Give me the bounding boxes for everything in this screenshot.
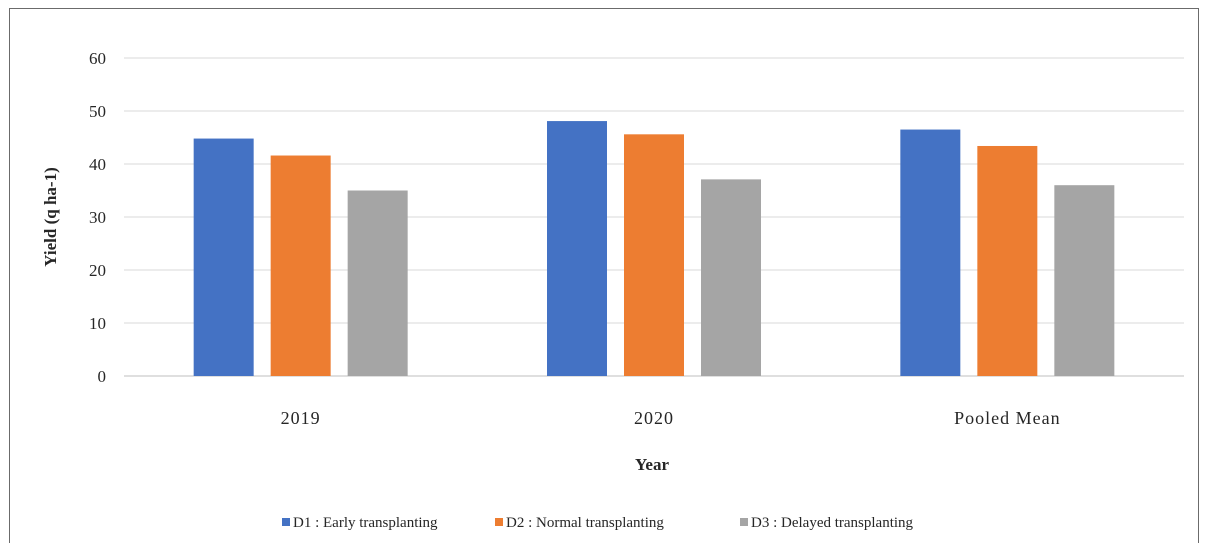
y-tick-label: 40 (89, 155, 106, 174)
legend-label: D1 : Early transplanting (293, 515, 438, 531)
legend-label: D2 : Normal transplanting (506, 515, 664, 531)
bar (1054, 185, 1115, 376)
y-tick-label: 60 (89, 49, 106, 68)
y-tick-label: 30 (89, 208, 106, 227)
bar (900, 129, 961, 376)
y-tick-label: 0 (98, 367, 107, 386)
legend-swatch (282, 518, 290, 526)
bar (193, 138, 254, 376)
bar (977, 145, 1038, 376)
x-axis-title: Year (635, 455, 669, 474)
legend-swatch (495, 518, 503, 526)
legend-label: D3 : Delayed transplanting (751, 515, 914, 531)
y-tick-label: 50 (89, 102, 106, 121)
legend-swatch (740, 518, 748, 526)
y-axis-ticks: 0 10 20 30 40 50 60 (89, 49, 106, 386)
legend: D1 : Early transplanting D2 : Normal tran… (282, 515, 914, 531)
bar (547, 121, 607, 376)
bar (347, 190, 408, 376)
x-tick-label: 2020 (634, 408, 674, 428)
x-tick-label: 2019 (281, 408, 321, 428)
bar (624, 134, 684, 376)
x-axis-ticks: 2019 2020 Pooled Mean (281, 408, 1060, 428)
y-tick-label: 20 (89, 261, 106, 280)
bar (270, 155, 331, 376)
y-axis-title: Yield (q ha-1) (41, 167, 60, 267)
y-tick-label: 10 (89, 314, 106, 333)
x-tick-label: Pooled Mean (954, 408, 1060, 428)
bars (193, 121, 1115, 376)
bar (701, 179, 761, 376)
